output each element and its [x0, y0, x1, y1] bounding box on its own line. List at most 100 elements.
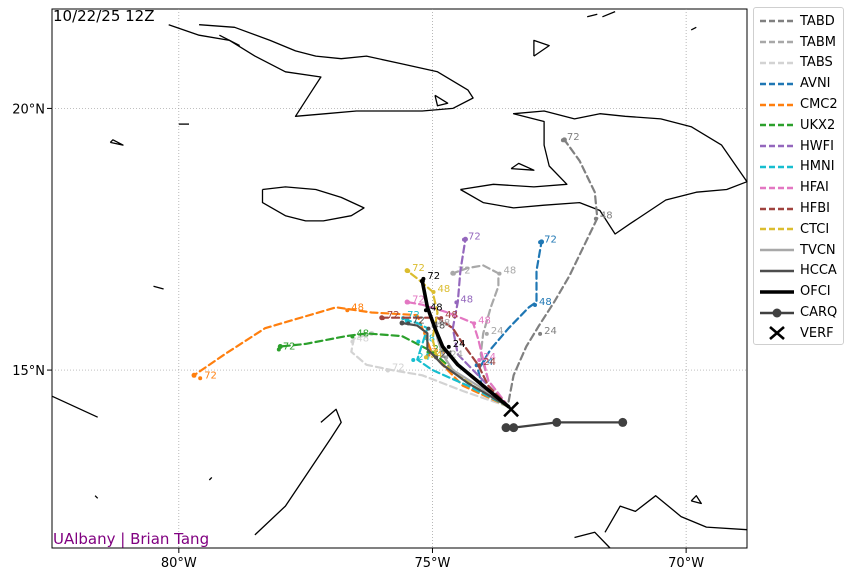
legend-swatch	[760, 186, 794, 189]
coastline	[690, 26, 697, 31]
coastline	[602, 10, 616, 18]
track-time-point	[444, 355, 449, 360]
track-time-point	[477, 363, 482, 368]
track-line	[406, 319, 510, 408]
coastline	[587, 13, 598, 18]
legend-label: AVNI	[800, 76, 831, 92]
forecast-hour-label: 72	[412, 294, 425, 305]
forecast-hour-label: 48	[356, 328, 369, 339]
forecast-hour-label: 72	[427, 271, 440, 282]
track-tabs: 72 48	[350, 330, 510, 408]
forecast-hour-label: 72	[544, 234, 557, 245]
forecast-hour-label: 72	[283, 342, 296, 353]
forecast-hour-label: 24	[481, 357, 494, 368]
track-time-point	[385, 368, 390, 373]
track-time-point	[350, 339, 355, 344]
legend-label: CMC2	[800, 97, 838, 113]
coastline	[219, 34, 240, 47]
track-time-point	[560, 138, 565, 143]
track-time-point	[426, 326, 431, 331]
track-time-point	[497, 271, 502, 276]
track-time-point	[477, 357, 482, 362]
legend-swatch	[760, 103, 794, 106]
coastlines	[51, 10, 748, 549]
legend-swatch	[760, 40, 794, 44]
legend-item-tvcn: TVCN	[754, 240, 843, 261]
legend-item-tabs: TABS	[754, 53, 843, 74]
forecast-hour-label: 24	[491, 326, 504, 337]
legend-swatch	[760, 165, 794, 169]
coastline	[690, 495, 702, 505]
track-time-point	[538, 240, 543, 245]
forecast-hour-label: 72	[567, 132, 580, 143]
legend-label: HCCA	[800, 263, 837, 279]
coastline	[153, 285, 164, 290]
forecast-hour-label: 72	[468, 232, 481, 243]
forecast-hour-label: 72	[204, 370, 217, 381]
track-time-point	[406, 321, 411, 326]
legend-swatch	[760, 82, 794, 85]
track-time-point	[439, 316, 444, 321]
track-line	[451, 238, 510, 408]
legend-swatch	[760, 289, 794, 294]
track-time-point	[276, 347, 281, 352]
track-time-point	[446, 344, 451, 349]
track-line	[380, 316, 510, 408]
forecast-hour-label: 48	[438, 318, 451, 329]
coastline	[434, 94, 449, 107]
legend-item-carq: CARQ	[754, 302, 843, 323]
coastline	[109, 139, 124, 146]
x-tick-label: 70°W	[668, 556, 704, 571]
forecast-hour-label: 72	[392, 362, 405, 373]
carq-point	[552, 417, 562, 427]
coastline	[94, 495, 99, 499]
track-carq	[501, 417, 628, 433]
coastline	[261, 186, 365, 222]
track-time-point	[423, 355, 428, 360]
forecast-hour-label: 24	[483, 357, 496, 368]
verf-stroke	[503, 401, 520, 418]
init-time-label: 10/22/25 12Z	[53, 7, 155, 25]
legend-item-avni: AVNI	[754, 73, 843, 94]
coastline	[604, 495, 748, 533]
track-time-point	[406, 269, 411, 274]
forecast-hour-label: 48	[445, 310, 458, 321]
forecast-hour-label: 24	[432, 344, 445, 355]
legend-item-hcca: HCCA	[754, 261, 843, 282]
legend-swatch	[760, 144, 794, 148]
forecast-hour-label: 48	[430, 302, 443, 313]
forecast-hour-label: 72	[412, 315, 425, 326]
legend-item-ukx2: UKX2	[754, 115, 843, 136]
forecast-hour-label: 48	[460, 294, 473, 305]
legend-swatch	[760, 124, 794, 127]
track-time-point	[416, 339, 421, 344]
track-time-point	[421, 276, 426, 281]
track-time-point	[533, 303, 538, 308]
track-hcca: 24 48 72	[399, 315, 510, 408]
forecast-hour-label: 48	[356, 334, 369, 345]
carq-point	[618, 417, 628, 427]
carq-point	[501, 423, 511, 433]
gridlines	[52, 9, 747, 548]
forecast-hour-label: 48	[351, 302, 364, 313]
track-time-point	[350, 334, 355, 339]
legend-item-ctci: CTCI	[754, 219, 843, 240]
legend-swatch	[760, 20, 794, 23]
legend-swatch	[760, 228, 794, 231]
legend-label: TABD	[800, 13, 835, 29]
legend-item-tabd: TABD	[754, 11, 843, 32]
legend-label: CARQ	[800, 305, 838, 321]
track-time-point	[454, 300, 459, 305]
forecast-hour-label: 24	[544, 326, 557, 337]
track-line	[192, 306, 510, 408]
track-hwfi: 48 72	[451, 232, 510, 408]
track-time-point	[434, 355, 439, 360]
track-time-point	[461, 237, 466, 242]
y-tick-label: 20°N	[12, 102, 45, 117]
legend-label: UKX2	[800, 117, 836, 133]
track-time-point	[538, 331, 543, 336]
legend-label: HFAI	[800, 180, 829, 196]
forecast-hour-label: 72	[458, 266, 471, 277]
coastline	[208, 476, 213, 481]
track-end-point	[399, 320, 405, 326]
